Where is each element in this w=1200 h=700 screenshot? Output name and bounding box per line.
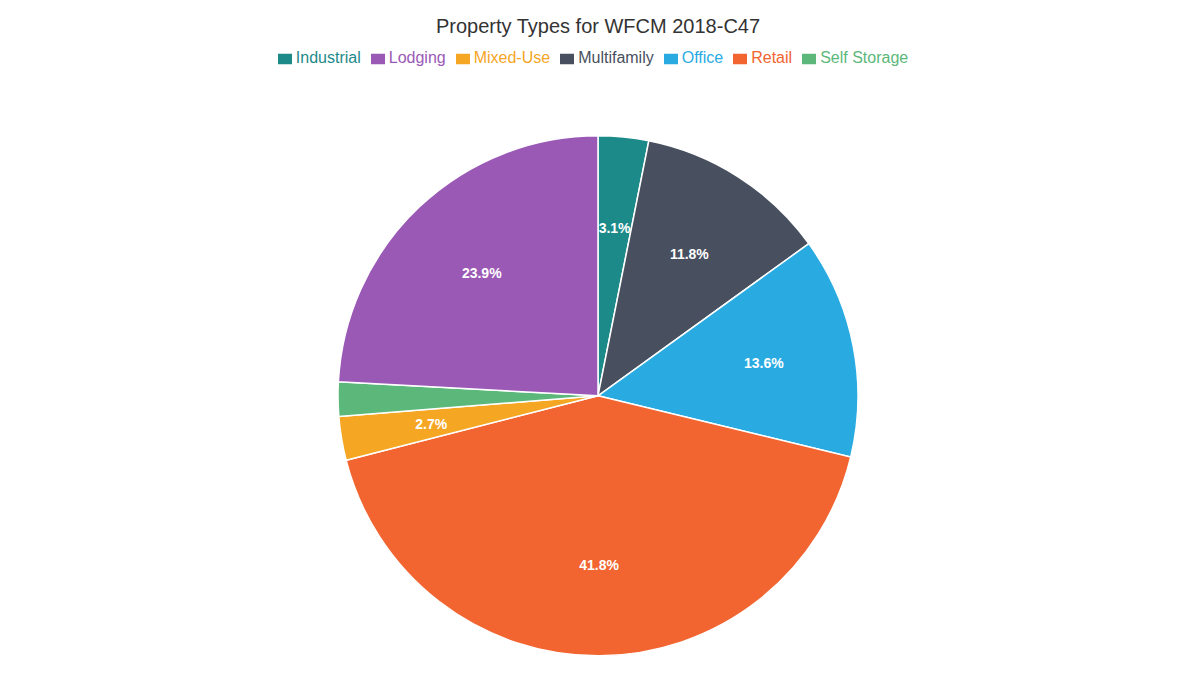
svg-text:3.1%: 3.1% xyxy=(599,220,631,236)
html-text:Self Storage: Self Storage xyxy=(820,49,909,66)
svg-text:23.9%: 23.9% xyxy=(462,265,502,281)
svg-text:13.6%: 13.6% xyxy=(744,355,784,371)
html-text:Industrial: Industrial xyxy=(295,49,361,66)
svg-text:41.8%: 41.8% xyxy=(579,557,619,573)
html-text:Office: Office xyxy=(681,49,724,66)
html-text:Mixed-Use: Mixed-Use xyxy=(473,49,551,66)
html-text:Property Types for WFCM 2018-C: Property Types for WFCM 2018-C47 xyxy=(435,15,761,37)
svg-text:11.8%: 11.8% xyxy=(670,246,709,262)
html-text:Lodging: Lodging xyxy=(388,49,446,66)
svg-text:2.7%: 2.7% xyxy=(415,416,447,432)
html-text:Multifamily: Multifamily xyxy=(578,49,654,66)
html-text:Retail: Retail xyxy=(751,49,793,66)
